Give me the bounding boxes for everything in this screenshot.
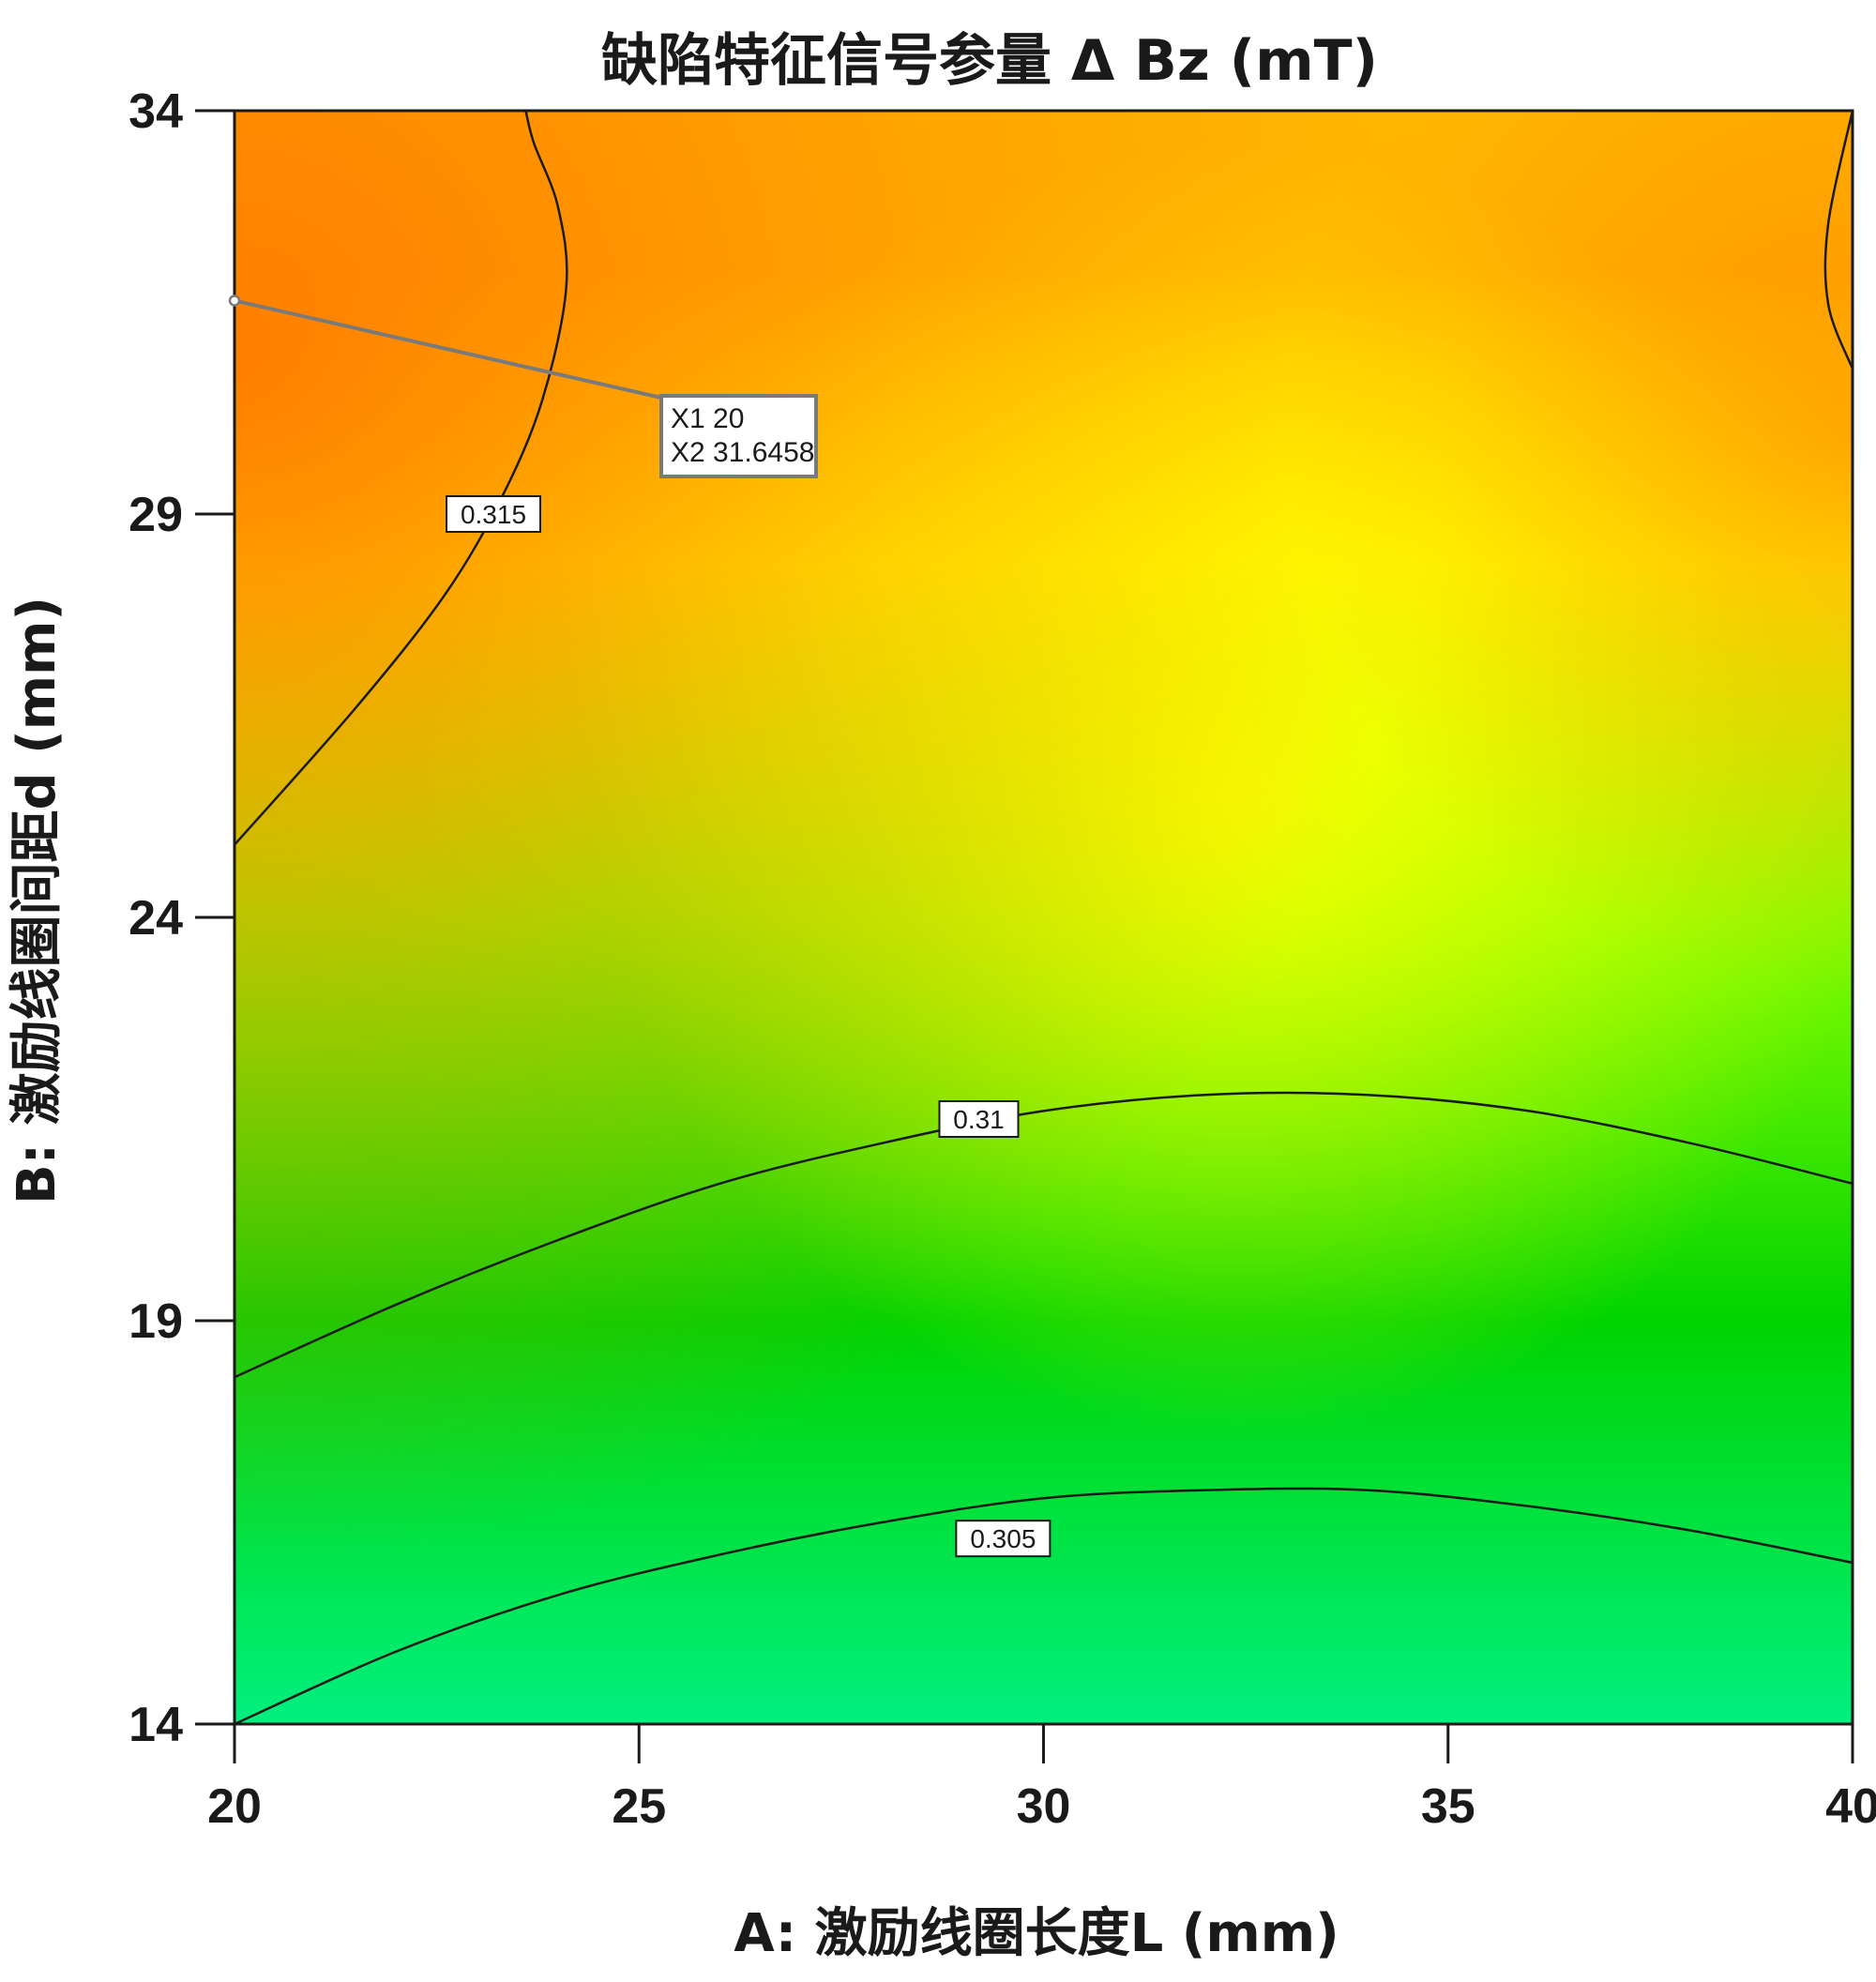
contour-line-0-1 (1823, 111, 1853, 370)
x-tick-label-0: 20 (207, 1779, 262, 1834)
y-tick-label-0: 14 (129, 1698, 183, 1752)
contour-label-text: 0.315 (461, 500, 526, 529)
contour-labels: 0.315 0.31 0.305 (446, 495, 1051, 1558)
y-tick-label-4: 34 (129, 84, 183, 139)
contour-line-2-0 (234, 1487, 1853, 1724)
x-tick-label-3: 35 (1421, 1779, 1475, 1834)
x-tick-label-4: 40 (1825, 1779, 1876, 1834)
annotation-line-1: X2 31.6458 (671, 437, 814, 468)
contour-lines (234, 111, 1853, 1724)
contour-label-0: 0.315 (446, 495, 541, 533)
y-tick-label-2: 24 (129, 891, 183, 946)
annotation-point (228, 295, 241, 307)
x-axis: 20 25 30 35 40 (207, 1724, 1876, 1834)
x-tick-label-1: 25 (612, 1779, 666, 1834)
annotation-box (659, 394, 818, 478)
y-tick-label-3: 29 (129, 488, 183, 542)
contour-label-1: 0.31 (938, 1100, 1020, 1138)
x-axis-label: A: 激励线圈长度L (mm) (734, 1903, 1339, 1964)
y-axis-label: B: 激励线圈间距d (mm) (7, 597, 68, 1204)
contour-line-1-0 (234, 1091, 1853, 1379)
contour-label-2: 0.305 (955, 1520, 1051, 1558)
contour-label-box (955, 1520, 1051, 1558)
surface-hotspot-right (234, 111, 1853, 1724)
contour-label-text: 0.31 (953, 1105, 1005, 1134)
contour-label-box (938, 1100, 1020, 1138)
annotation-line-0: X1 20 (671, 403, 744, 434)
contour-label-box (446, 495, 541, 533)
y-axis: 14 19 24 29 34 (129, 84, 234, 1752)
annotation-leader (234, 298, 662, 400)
plot-area (234, 111, 1853, 1724)
contour-label-text: 0.305 (970, 1524, 1036, 1553)
contour-line-0-0 (234, 111, 568, 846)
chart-title: 缺陷特征信号参量 Δ Bz (mT) (601, 28, 1378, 94)
y-tick-label-1: 19 (129, 1294, 183, 1349)
x-tick-label-2: 30 (1017, 1779, 1071, 1834)
